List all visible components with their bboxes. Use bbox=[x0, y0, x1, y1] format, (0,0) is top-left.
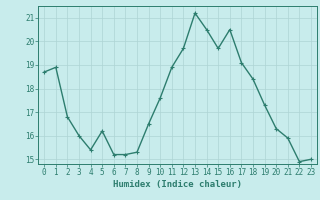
X-axis label: Humidex (Indice chaleur): Humidex (Indice chaleur) bbox=[113, 180, 242, 189]
